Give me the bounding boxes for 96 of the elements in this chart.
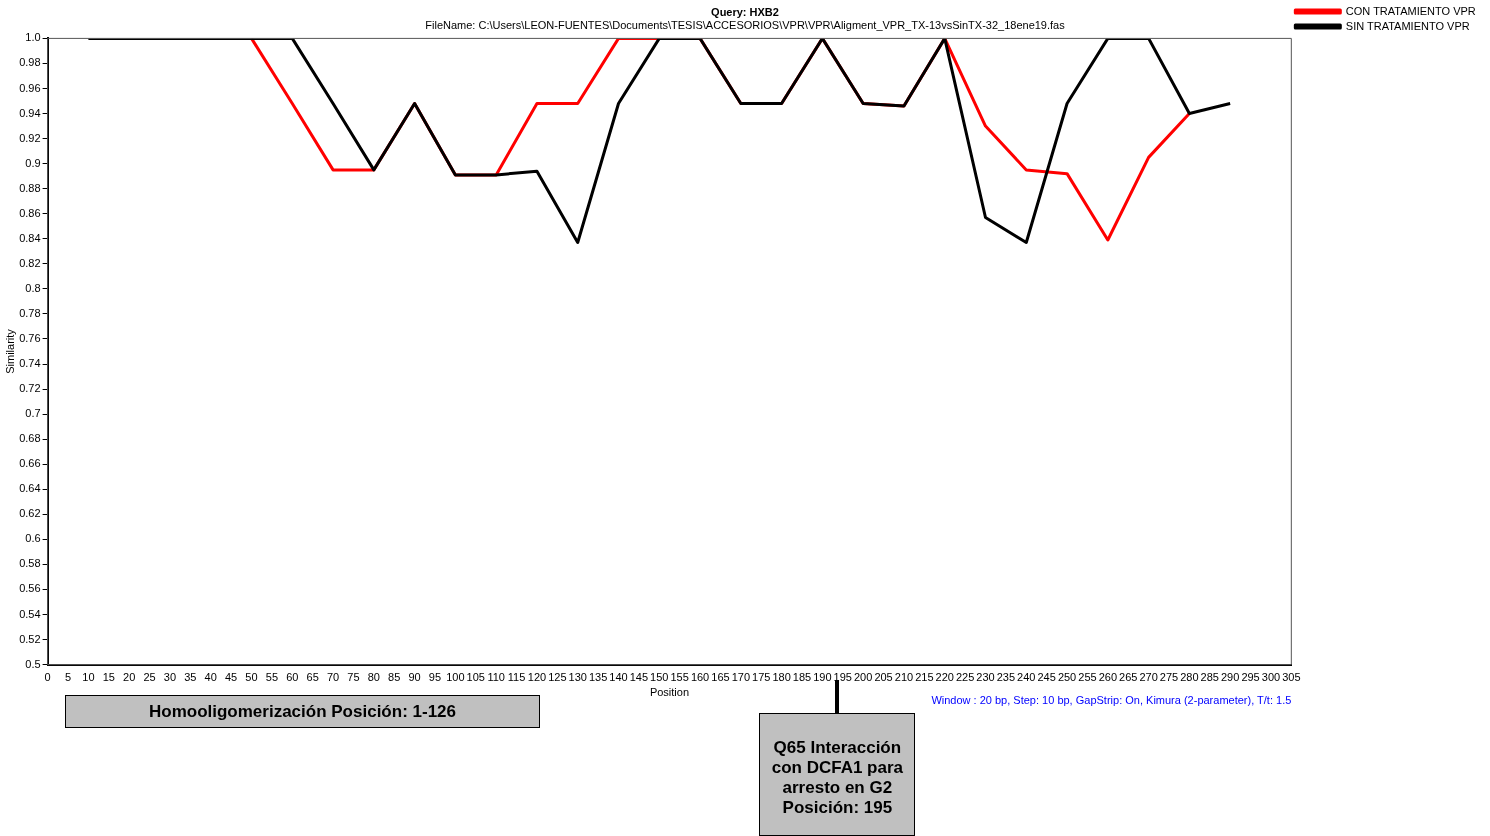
y-axis-title: Similarity <box>3 328 16 374</box>
x-tick-label: 260 <box>1098 671 1118 684</box>
x-tick-label: 0 <box>44 671 51 684</box>
x-tick-label: 85 <box>388 671 401 684</box>
x-tick-label: 285 <box>1200 671 1219 684</box>
x-tick-label: 35 <box>184 671 197 684</box>
x-tick-label: 220 <box>935 671 954 684</box>
x-tick-label: 270 <box>1139 671 1158 684</box>
x-tick-label: 155 <box>670 671 689 684</box>
x-tick-label: 230 <box>976 671 995 684</box>
y-tick-label: 0.52 <box>19 632 41 645</box>
x-tick-label: 190 <box>813 671 832 684</box>
chart-title: Query: HXB2 <box>711 5 779 18</box>
x-tick-label: 160 <box>690 671 710 684</box>
y-tick-label: 0.96 <box>19 81 41 94</box>
x-tick-label: 300 <box>1261 671 1281 684</box>
x-tick-label: 15 <box>102 671 115 684</box>
text: Homooligomerización Posición: 1-126 <box>65 695 540 728</box>
legend-label: SIN TRATAMIENTO VPR <box>1345 19 1470 32</box>
x-tick-label: 45 <box>224 671 238 684</box>
text: Window : 20 bp, Step: 10 bp, GapStrip: On, Kimura (2-parameter), T/t: 1.5 <box>931 694 1292 706</box>
x-tick-label: 95 <box>428 671 442 684</box>
x-tick-label: 255 <box>1078 671 1097 684</box>
x-tick-label: 210 <box>894 671 914 684</box>
y-tick-label: 0.98 <box>19 56 41 69</box>
y-tick-label: 0.5 <box>25 657 41 670</box>
y-tick-label: 0.56 <box>19 582 41 595</box>
x-tick-label: 55 <box>265 671 279 684</box>
x-tick-label: 175 <box>752 671 771 684</box>
y-tick-label: 0.6 <box>25 532 41 545</box>
x-tick-label: 305 <box>1282 671 1301 684</box>
y-tick-label: 0.58 <box>19 557 41 570</box>
x-tick-label: 70 <box>326 671 340 684</box>
x-tick-label: 215 <box>915 671 934 684</box>
y-tick-label: 0.64 <box>19 482 41 495</box>
x-tick-label: 180 <box>772 671 791 684</box>
y-tick-label: 0.84 <box>19 231 41 244</box>
y-tick-label: 0.76 <box>19 332 41 345</box>
x-tick-label: 240 <box>1017 671 1036 684</box>
x-tick-label: 245 <box>1037 671 1056 684</box>
legend-label: CON TRATAMIENTO VPR <box>1345 4 1476 17</box>
x-tick-label: 10 <box>82 671 95 684</box>
x-tick-label: 110 <box>487 671 505 684</box>
x-tick-label: 290 <box>1220 671 1240 684</box>
x-tick-label: 295 <box>1241 671 1260 684</box>
x-tick-label: 80 <box>367 671 380 684</box>
x-tick-label: 100 <box>446 671 465 684</box>
y-tick-label: 0.62 <box>19 507 41 520</box>
x-tick-label: 65 <box>306 671 319 684</box>
x-tick-label: 140 <box>609 671 628 684</box>
x-axis-title: Position <box>649 686 690 699</box>
y-tick-label: 0.74 <box>19 357 41 370</box>
x-tick-label: 25 <box>143 671 156 684</box>
x-tick-label: 130 <box>568 671 587 684</box>
y-tick-label: 0.88 <box>19 181 41 194</box>
x-tick-label: 50 <box>245 671 258 684</box>
chart-subtitle: FileName: C:\Users\LEON-FUENTES\Documents\TESIS\ACCESORIOS\VPR\VPR\Aligment_VPR_TX-13vsSinTX-32_18ene19.fas <box>425 18 1066 31</box>
y-tick-label: 0.92 <box>19 131 41 144</box>
x-tick-label: 275 <box>1159 671 1179 684</box>
y-tick-label: 0.66 <box>19 457 41 470</box>
x-tick-label: 20 <box>123 671 136 684</box>
y-tick-label: 1.0 <box>25 31 41 44</box>
x-tick-label: 205 <box>874 671 893 684</box>
y-tick-label: 0.72 <box>19 382 41 395</box>
x-tick-label: 5 <box>64 671 72 684</box>
x-tick-label: 250 <box>1057 671 1077 684</box>
x-tick-label: 60 <box>286 671 299 684</box>
y-tick-label: 0.86 <box>19 206 41 219</box>
x-tick-label: 125 <box>548 671 567 684</box>
y-tick-label: 0.68 <box>19 432 41 445</box>
y-tick-label: 0.9 <box>25 156 41 169</box>
x-tick-label: 280 <box>1180 671 1199 684</box>
x-tick-label: 165 <box>711 671 730 684</box>
x-tick-label: 150 <box>650 671 669 684</box>
text: Q65 Interacción con DCFA1 para arresto en G2 Posición: 195 <box>759 713 916 836</box>
y-tick-label: 0.54 <box>19 607 41 620</box>
x-tick-label: 105 <box>466 671 485 684</box>
y-tick-label: 0.94 <box>19 106 41 119</box>
x-tick-label: 225 <box>955 671 975 684</box>
x-tick-label: 75 <box>347 671 360 684</box>
x-tick-label: 200 <box>853 671 873 684</box>
y-tick-label: 0.78 <box>19 306 41 319</box>
x-tick-label: 40 <box>204 671 217 684</box>
x-tick-label: 135 <box>588 671 608 684</box>
x-tick-label: 170 <box>731 671 751 684</box>
x-tick-label: 235 <box>996 671 1016 684</box>
x-tick-label: 30 <box>163 671 177 684</box>
x-tick-label: 115 <box>507 671 526 684</box>
y-tick-label: 0.8 <box>25 281 41 294</box>
y-tick-label: 0.82 <box>19 256 41 269</box>
x-tick-label: 145 <box>629 671 649 684</box>
x-tick-label: 120 <box>527 671 547 684</box>
y-tick-label: 0.7 <box>25 407 41 420</box>
x-tick-label: 185 <box>792 671 812 684</box>
x-tick-label: 265 <box>1119 671 1138 684</box>
x-tick-label: 90 <box>408 671 421 684</box>
